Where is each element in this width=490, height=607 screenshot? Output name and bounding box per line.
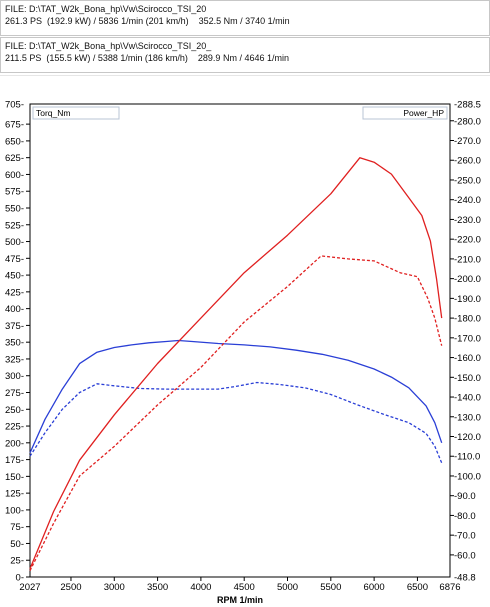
file-path-1: FILE: D:\TAT_W2k_Bona_hp\Vw\Scirocco_TSI… <box>5 4 207 14</box>
left-axis-tick-label: 325- <box>5 354 24 365</box>
left-axis-tick-label: 75- <box>10 522 24 533</box>
x-axis-tick-label: 4000 <box>190 582 211 593</box>
x-axis-tick-label: 5000 <box>277 582 298 593</box>
left-axis-tick-label: 300- <box>5 371 24 382</box>
x-axis-tick-label: 5500 <box>320 582 341 593</box>
file-info-panel-1: FILE: D:\TAT_W2k_Bona_hp\Vw\Scirocco_TSI… <box>0 0 490 36</box>
series-line-2 <box>29 381 443 464</box>
left-axis-tick-label: 100- <box>5 505 24 516</box>
x-axis-max-label: 6876 <box>439 582 460 593</box>
left-axis-tick-label: 500- <box>5 237 24 248</box>
left-axis-tick-label: 600- <box>5 170 24 181</box>
left-axis-tick-label: 650- <box>5 136 24 147</box>
left-axis-tick-label: 350- <box>5 338 24 349</box>
x-axis-tick-label: 6500 <box>407 582 428 593</box>
file-info-panel-2: FILE: D:\TAT_W2k_Bona_hp\Vw\Scirocco_TSI… <box>0 37 490 73</box>
right-axis-tick-label: -90.0 <box>454 491 476 502</box>
right-legend-label: Power_HP <box>403 108 444 118</box>
left-axis-tick-label: 0- <box>16 573 24 584</box>
left-axis-tick-label: 275- <box>5 388 24 399</box>
right-axis-tick-label: -110.0 <box>454 452 480 463</box>
right-axis-tick-label: -160.0 <box>454 353 481 364</box>
right-axis-tick-label: -230.0 <box>454 215 481 226</box>
right-axis-tick-label: -280.0 <box>454 116 481 127</box>
right-axis-top-label: -288.5 <box>454 100 481 111</box>
left-axis-tick-label: 450- <box>5 271 24 282</box>
x-axis-tick-label: 3500 <box>147 582 168 593</box>
left-axis-top-label: 705- <box>5 100 24 111</box>
right-axis-tick-label: -120.0 <box>454 432 481 443</box>
plot-frame <box>29 103 451 578</box>
x-axis-tick-label: 4500 <box>234 582 255 593</box>
left-axis-tick-label: 225- <box>5 422 24 433</box>
right-axis-tick-label: -270.0 <box>454 136 481 147</box>
series-line-1 <box>29 339 443 454</box>
left-legend-label: Torq_Nm <box>36 108 70 118</box>
right-axis-tick-label: -70.0 <box>454 531 476 542</box>
left-axis-tick-label: 125- <box>5 489 24 500</box>
x-axis-tick-label: 2500 <box>60 582 81 593</box>
left-axis-tick-label: 50- <box>10 539 24 550</box>
right-axis-tick-label: -60.0 <box>454 550 476 561</box>
left-axis-tick-label: 425- <box>5 287 24 298</box>
x-axis-title: RPM 1/min <box>217 595 263 605</box>
right-axis-tick-label: -260.0 <box>454 156 481 167</box>
dyno-chart: 0- 25- 50- 75- 100- 125- 150- 175- 200- 225- 250- 2… <box>5 100 481 606</box>
right-axis-tick-label: -180.0 <box>454 314 481 325</box>
left-axis-tick-label: 575- <box>5 187 24 198</box>
right-axis-tick-label: -190.0 <box>454 294 481 305</box>
series-line-3 <box>29 157 443 569</box>
right-axis-tick-label: -210.0 <box>454 254 481 265</box>
file-path-2: FILE: D:\TAT_W2k_Bona_hp\Vw\Scirocco_TSI… <box>5 41 212 51</box>
left-axis-tick-label: 250- <box>5 405 24 416</box>
x-axis-tick-label: 6000 <box>364 582 385 593</box>
x-axis-tick-label: 3000 <box>104 582 125 593</box>
right-axis-tick-label: -150.0 <box>454 373 481 384</box>
right-axis-tick-label: -140.0 <box>454 393 481 404</box>
right-axis-tick-label: -250.0 <box>454 175 481 186</box>
right-axis-tick-label: -240.0 <box>454 195 481 206</box>
left-axis-tick-label: 625- <box>5 153 24 164</box>
right-axis-tick-label: -220.0 <box>454 235 481 246</box>
file-summary-1: 261.3 PS (192.9 kW) / 5836 1/min (201 km… <box>5 16 290 26</box>
right-axis-tick-label: -100.0 <box>454 471 481 482</box>
right-axis-tick-label: -170.0 <box>454 333 481 344</box>
x-axis-min-label: 2027 <box>19 582 40 593</box>
left-axis-tick-label: 550- <box>5 203 24 214</box>
right-axis-tick-label: -80.0 <box>454 511 476 522</box>
left-axis-tick-label: 150- <box>5 472 24 483</box>
right-axis-tick-label: -200.0 <box>454 274 481 285</box>
left-axis-tick-label: 375- <box>5 321 24 332</box>
left-axis-tick-label: 525- <box>5 220 24 231</box>
series-line-4 <box>29 255 443 571</box>
left-axis-tick-label: 475- <box>5 254 24 265</box>
right-axis-bottom-label: -48.8 <box>454 573 476 584</box>
left-axis-tick-label: 25- <box>10 556 24 567</box>
right-legend-box <box>362 106 448 120</box>
right-axis-tick-label: -130.0 <box>454 412 481 423</box>
left-axis-tick-label: 175- <box>5 455 24 466</box>
left-axis-tick-label: 200- <box>5 438 24 449</box>
file-summary-2: 211.5 PS (155.5 kW) / 5388 1/min (186 km… <box>5 53 289 63</box>
left-axis-tick-label: 675- <box>5 120 24 131</box>
left-axis-tick-label: 400- <box>5 304 24 315</box>
left-legend-box <box>32 106 120 120</box>
header-divider <box>0 75 490 76</box>
